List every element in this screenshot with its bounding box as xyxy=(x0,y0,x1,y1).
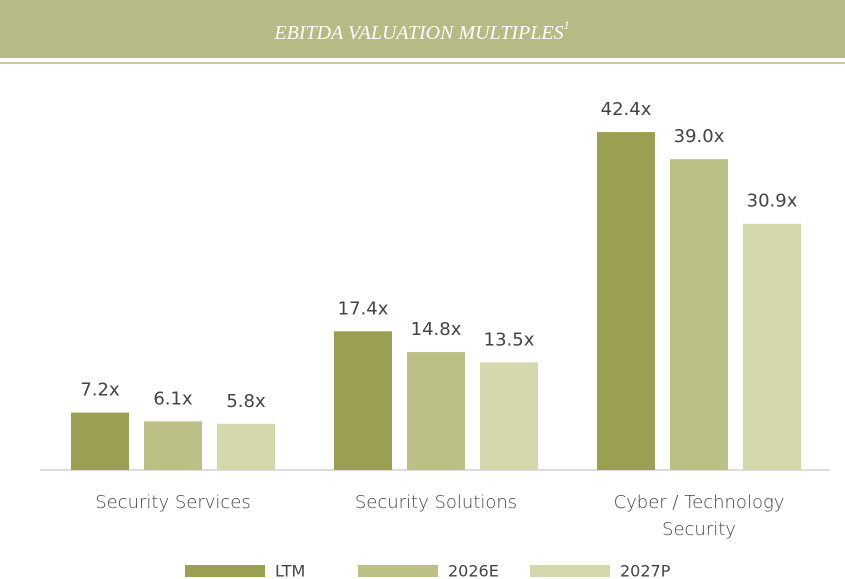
data-label: 30.9x xyxy=(747,191,798,212)
bar xyxy=(71,412,129,470)
bar xyxy=(597,132,655,470)
bar xyxy=(217,423,275,470)
legend-swatch xyxy=(358,565,438,577)
legend-label: LTM xyxy=(275,562,305,579)
bar xyxy=(480,362,538,470)
legend-swatch xyxy=(185,565,265,577)
data-label: 14.8x xyxy=(411,319,462,340)
data-label: 39.0x xyxy=(674,126,725,147)
legend-label: 2027P xyxy=(620,562,671,579)
chart-title: EBITDA VALUATION MULTIPLES1 xyxy=(273,18,569,44)
data-label: 17.4x xyxy=(338,298,389,319)
bar xyxy=(743,223,801,470)
bar xyxy=(334,331,392,470)
x-tick-label: Security Services xyxy=(95,492,251,513)
legend-label: 2026E xyxy=(448,562,499,579)
bar xyxy=(407,352,465,470)
bar xyxy=(144,421,202,470)
title-banner xyxy=(0,0,845,58)
title-footnote: 1 xyxy=(564,18,570,32)
x-tick-label: Cyber / Technology Security xyxy=(613,492,785,540)
data-label: 7.2x xyxy=(80,380,120,401)
data-label: 13.5x xyxy=(484,329,535,350)
bar xyxy=(670,159,728,471)
data-label: 5.8x xyxy=(226,391,266,412)
legend-swatch xyxy=(530,565,610,577)
data-label: 42.4x xyxy=(601,99,652,120)
x-tick-label: Security Solutions xyxy=(354,492,518,513)
data-label: 6.1x xyxy=(153,388,193,409)
title-text: EBITDA VALUATION MULTIPLES xyxy=(273,22,563,44)
